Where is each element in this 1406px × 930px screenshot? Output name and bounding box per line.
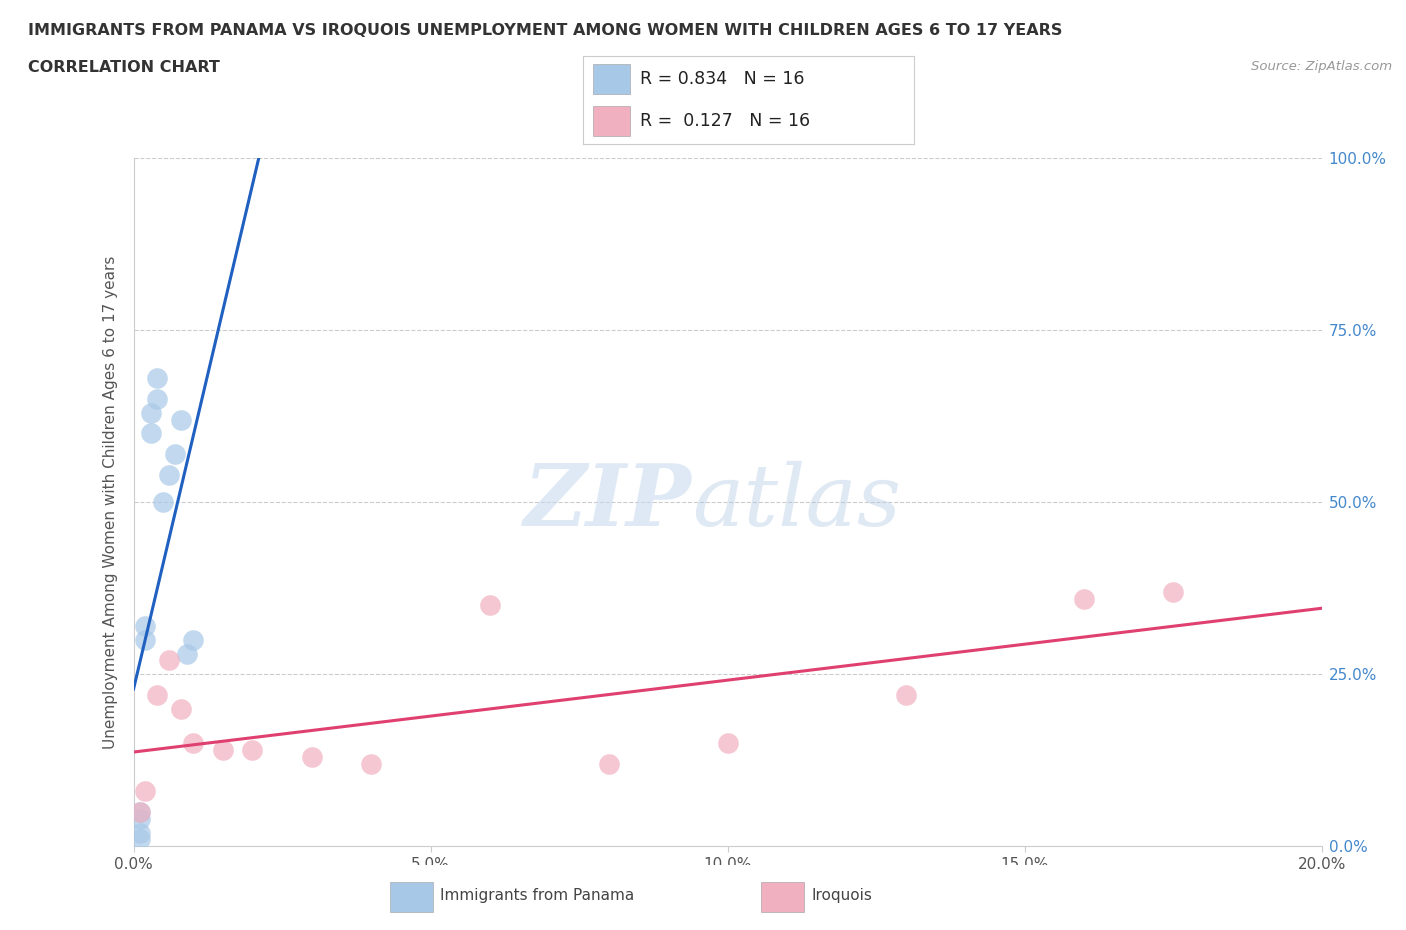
Point bbox=[141, 426, 163, 441]
Y-axis label: Unemployment Among Women with Children Ages 6 to 17 years: Unemployment Among Women with Children A… bbox=[103, 256, 118, 749]
Text: Immigrants from Panama: Immigrants from Panama bbox=[440, 887, 634, 903]
Point bbox=[128, 811, 150, 826]
Point bbox=[301, 750, 323, 764]
Point bbox=[211, 742, 233, 757]
Point bbox=[157, 467, 180, 482]
Text: Source: ZipAtlas.com: Source: ZipAtlas.com bbox=[1251, 60, 1392, 73]
Point bbox=[165, 446, 187, 461]
Point bbox=[717, 736, 740, 751]
Point bbox=[170, 701, 193, 716]
Point bbox=[170, 412, 193, 427]
Point bbox=[128, 804, 150, 819]
Text: R = 0.834   N = 16: R = 0.834 N = 16 bbox=[640, 70, 804, 87]
Point bbox=[141, 405, 163, 420]
Text: CORRELATION CHART: CORRELATION CHART bbox=[28, 60, 219, 75]
Point bbox=[134, 632, 156, 647]
Point bbox=[134, 784, 156, 799]
Text: Iroquois: Iroquois bbox=[811, 887, 873, 903]
Point bbox=[152, 495, 174, 510]
FancyBboxPatch shape bbox=[593, 64, 630, 94]
Point bbox=[128, 804, 150, 819]
Point bbox=[181, 632, 204, 647]
Point bbox=[894, 687, 917, 702]
Point bbox=[1161, 584, 1184, 599]
Point bbox=[146, 371, 169, 386]
Point bbox=[128, 832, 150, 847]
Point bbox=[1073, 591, 1095, 606]
Text: atlas: atlas bbox=[692, 461, 901, 543]
Text: IMMIGRANTS FROM PANAMA VS IROQUOIS UNEMPLOYMENT AMONG WOMEN WITH CHILDREN AGES 6: IMMIGRANTS FROM PANAMA VS IROQUOIS UNEMP… bbox=[28, 23, 1063, 38]
Point bbox=[146, 687, 169, 702]
Point bbox=[181, 736, 204, 751]
Point bbox=[360, 756, 382, 771]
Point bbox=[598, 756, 620, 771]
Point bbox=[146, 392, 169, 406]
Point bbox=[128, 825, 150, 840]
FancyBboxPatch shape bbox=[593, 106, 630, 136]
Text: ZIP: ZIP bbox=[524, 460, 692, 544]
Text: R =  0.127   N = 16: R = 0.127 N = 16 bbox=[640, 113, 810, 130]
Point bbox=[242, 742, 264, 757]
FancyBboxPatch shape bbox=[391, 882, 433, 912]
Point bbox=[478, 598, 501, 613]
Point bbox=[134, 618, 156, 633]
FancyBboxPatch shape bbox=[762, 882, 804, 912]
Point bbox=[157, 653, 180, 668]
Point bbox=[176, 646, 198, 661]
